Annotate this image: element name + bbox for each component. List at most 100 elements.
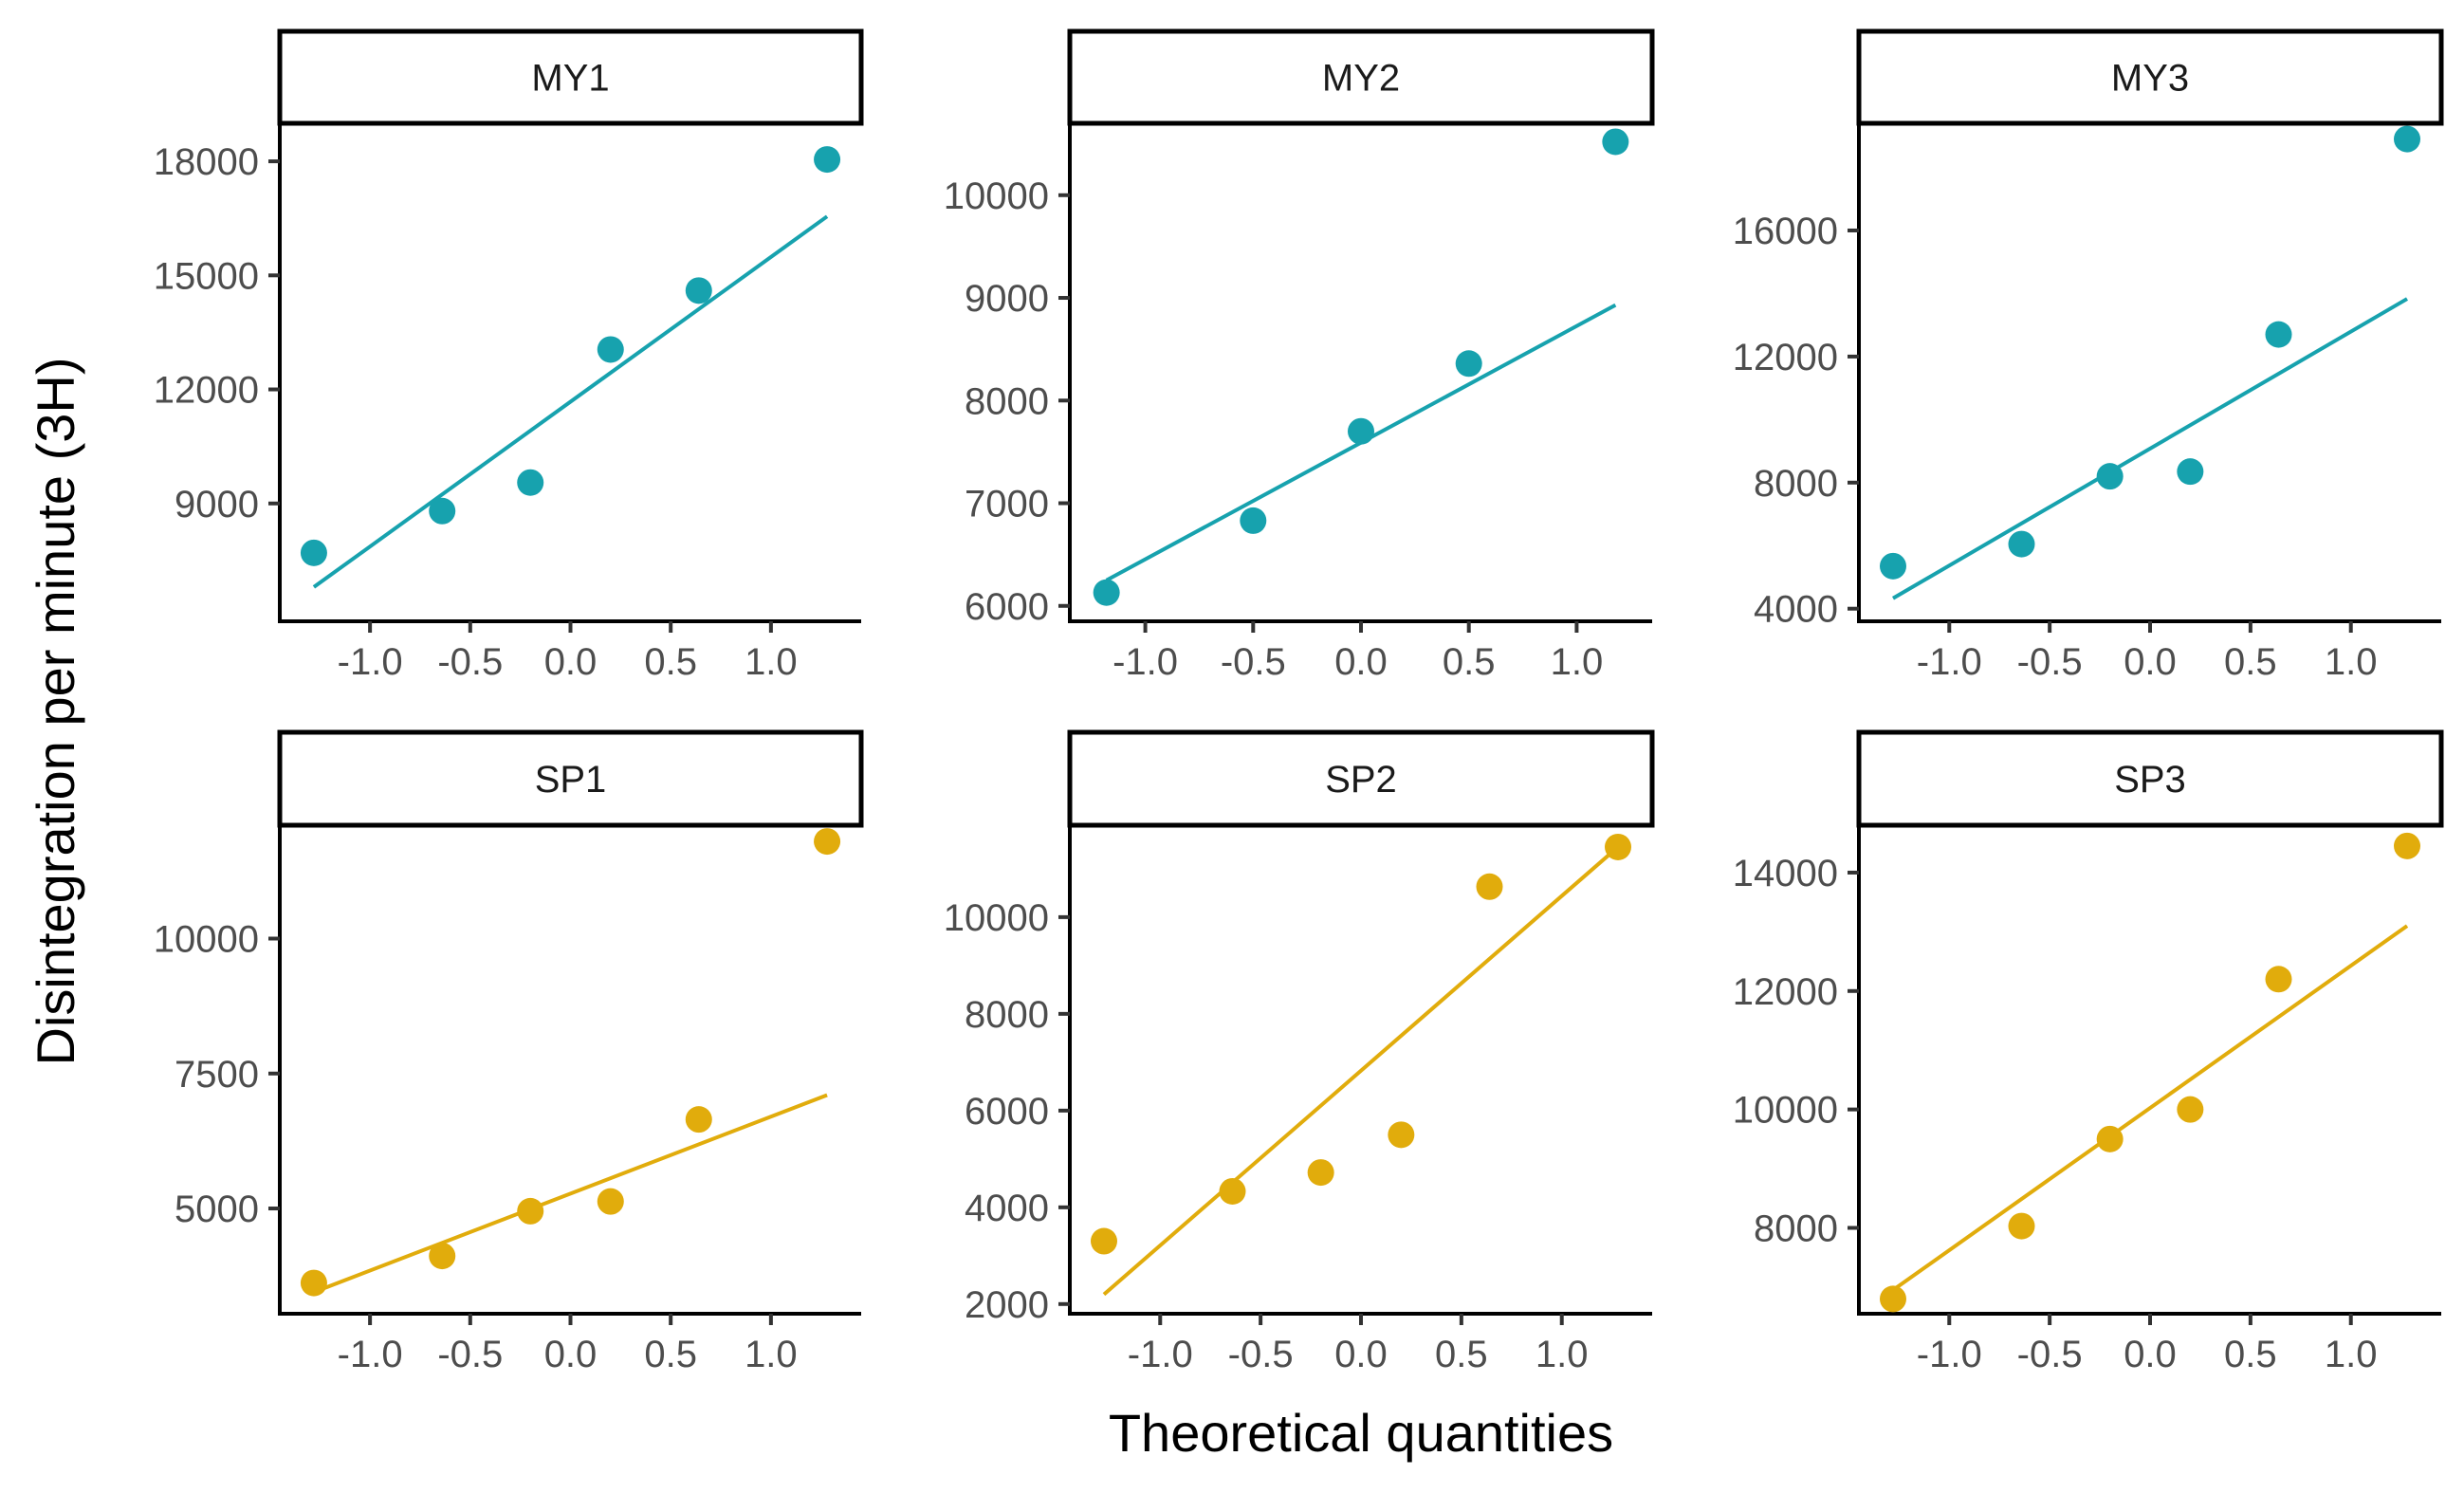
x-tick-label: 0.5 [644,641,697,683]
x-tick-label: 0.5 [644,1334,697,1375]
y-tick-label: 8000 [965,994,1049,1036]
y-tick-label: 8000 [1754,1207,1838,1249]
x-tick-label: -1.0 [1917,1334,1982,1375]
x-tick-label: 0.0 [544,641,598,683]
data-point [2096,1125,2124,1152]
data-point [1240,507,1267,534]
facet-strip-label: SP1 [535,759,607,801]
data-point [517,469,544,496]
data-point [300,1269,327,1297]
qq-reference-line [313,1093,828,1295]
data-point [814,828,841,856]
x-tick-label: 1.0 [1535,1334,1589,1375]
x-tick-label: 0.5 [1443,641,1496,683]
data-point [685,1106,712,1134]
data-point [1602,128,1629,156]
facet-panel-sp3: SP3 8000 10000 12000 14000 -1.0 -0.5 0.0 0.5 1.0 [1733,729,2444,1375]
facet-panel-my1: MY1 9000 12000 15000 18000 -1.0 -0.5 0.0 0.5 1.0 [154,28,864,683]
data-point [2008,530,2035,558]
y-tick-label: 6000 [965,1091,1049,1133]
x-tick-label: -1.0 [1128,1334,1193,1375]
y-tick-label: 7000 [965,484,1049,525]
qq-reference-line [312,214,829,589]
facet-strip-box [1856,729,2444,828]
x-tick-label: 0.0 [2124,1334,2177,1375]
facet-strip-box [277,28,864,126]
qq-reference-line [1102,845,1620,1297]
y-tick-label: 16000 [1733,211,1838,252]
facet-strip-box [1067,28,1655,126]
data-point [1307,1159,1334,1187]
data-point [1879,552,1906,580]
y-axis-title: Disintegration per minute (3H) [26,358,85,1066]
y-tick-label: 10000 [1733,1090,1838,1132]
x-tick-label: -0.5 [1228,1334,1294,1375]
data-point [429,497,456,525]
y-tick-label: 12000 [154,370,259,412]
y-tick-label: 9000 [175,484,259,525]
x-tick-label: -0.5 [437,641,503,683]
x-tick-label: 1.0 [2325,1334,2378,1375]
y-tick-label: 7500 [175,1054,259,1096]
data-point [1605,833,1632,860]
x-tick-label: 0.0 [1334,1334,1388,1375]
data-point [2394,832,2421,859]
x-tick-label: -0.5 [2017,641,2083,683]
data-point [1388,1121,1415,1149]
facet-strip-label: MY3 [2111,58,2189,100]
y-tick-label: 10000 [154,919,259,961]
y-tick-label: 8000 [965,380,1049,422]
data-point [2394,125,2421,153]
data-point [517,1197,544,1225]
y-tick-label: 12000 [1733,337,1838,378]
y-tick-label: 5000 [175,1189,259,1230]
x-tick-label: 0.0 [2124,641,2177,683]
y-tick-label: 4000 [965,1188,1049,1229]
x-tick-label: 0.5 [2224,1334,2277,1375]
data-point [685,277,712,304]
data-point [1455,350,1482,378]
x-tick-label: -1.0 [338,641,403,683]
data-point [1093,579,1120,606]
y-tick-label: 2000 [965,1284,1049,1326]
facet-strip-label: MY1 [531,58,609,100]
facet-panel-my2: MY2 6000 7000 8000 9000 10000 -1.0 -0.5 0.0 0.5 1.… [944,28,1655,683]
x-tick-label: -0.5 [437,1334,503,1375]
data-point [1090,1227,1117,1255]
y-tick-label: 15000 [154,255,259,297]
y-tick-label: 18000 [154,141,259,183]
y-tick-label: 14000 [1733,853,1838,894]
qq-reference-line [1891,297,2409,600]
facet-strip-label: MY2 [1322,58,1400,100]
x-tick-label: -1.0 [338,1334,403,1375]
facet-strip-box [1856,28,2444,126]
x-tick-label: -1.0 [1112,641,1178,683]
facet-strip-label: SP2 [1325,759,1397,801]
facet-strip-box [277,729,864,828]
data-point [597,1188,624,1215]
data-point [429,1243,456,1270]
y-tick-label: 9000 [965,278,1049,320]
y-tick-label: 6000 [965,586,1049,628]
data-point [1348,417,1374,445]
x-tick-label: -1.0 [1917,641,1982,683]
x-axis-title: Theoretical quantities [1109,1403,1613,1463]
data-point [2008,1212,2035,1240]
data-point [2265,321,2292,348]
y-tick-label: 4000 [1754,589,1838,631]
x-tick-label: 0.5 [2224,641,2277,683]
y-tick-label: 12000 [1733,971,1838,1013]
data-point [300,539,327,566]
data-point [814,146,841,174]
data-point [2177,1096,2204,1123]
data-point [1476,873,1503,900]
y-tick-label: 8000 [1754,463,1838,505]
x-tick-label: 0.5 [1435,1334,1488,1375]
x-tick-label: 0.0 [1334,641,1388,683]
x-tick-label: -0.5 [1221,641,1286,683]
x-tick-label: -0.5 [2017,1334,2083,1375]
facet-strip-label: SP3 [2114,759,2186,801]
y-tick-label: 10000 [944,175,1049,217]
x-tick-label: 1.0 [745,641,798,683]
